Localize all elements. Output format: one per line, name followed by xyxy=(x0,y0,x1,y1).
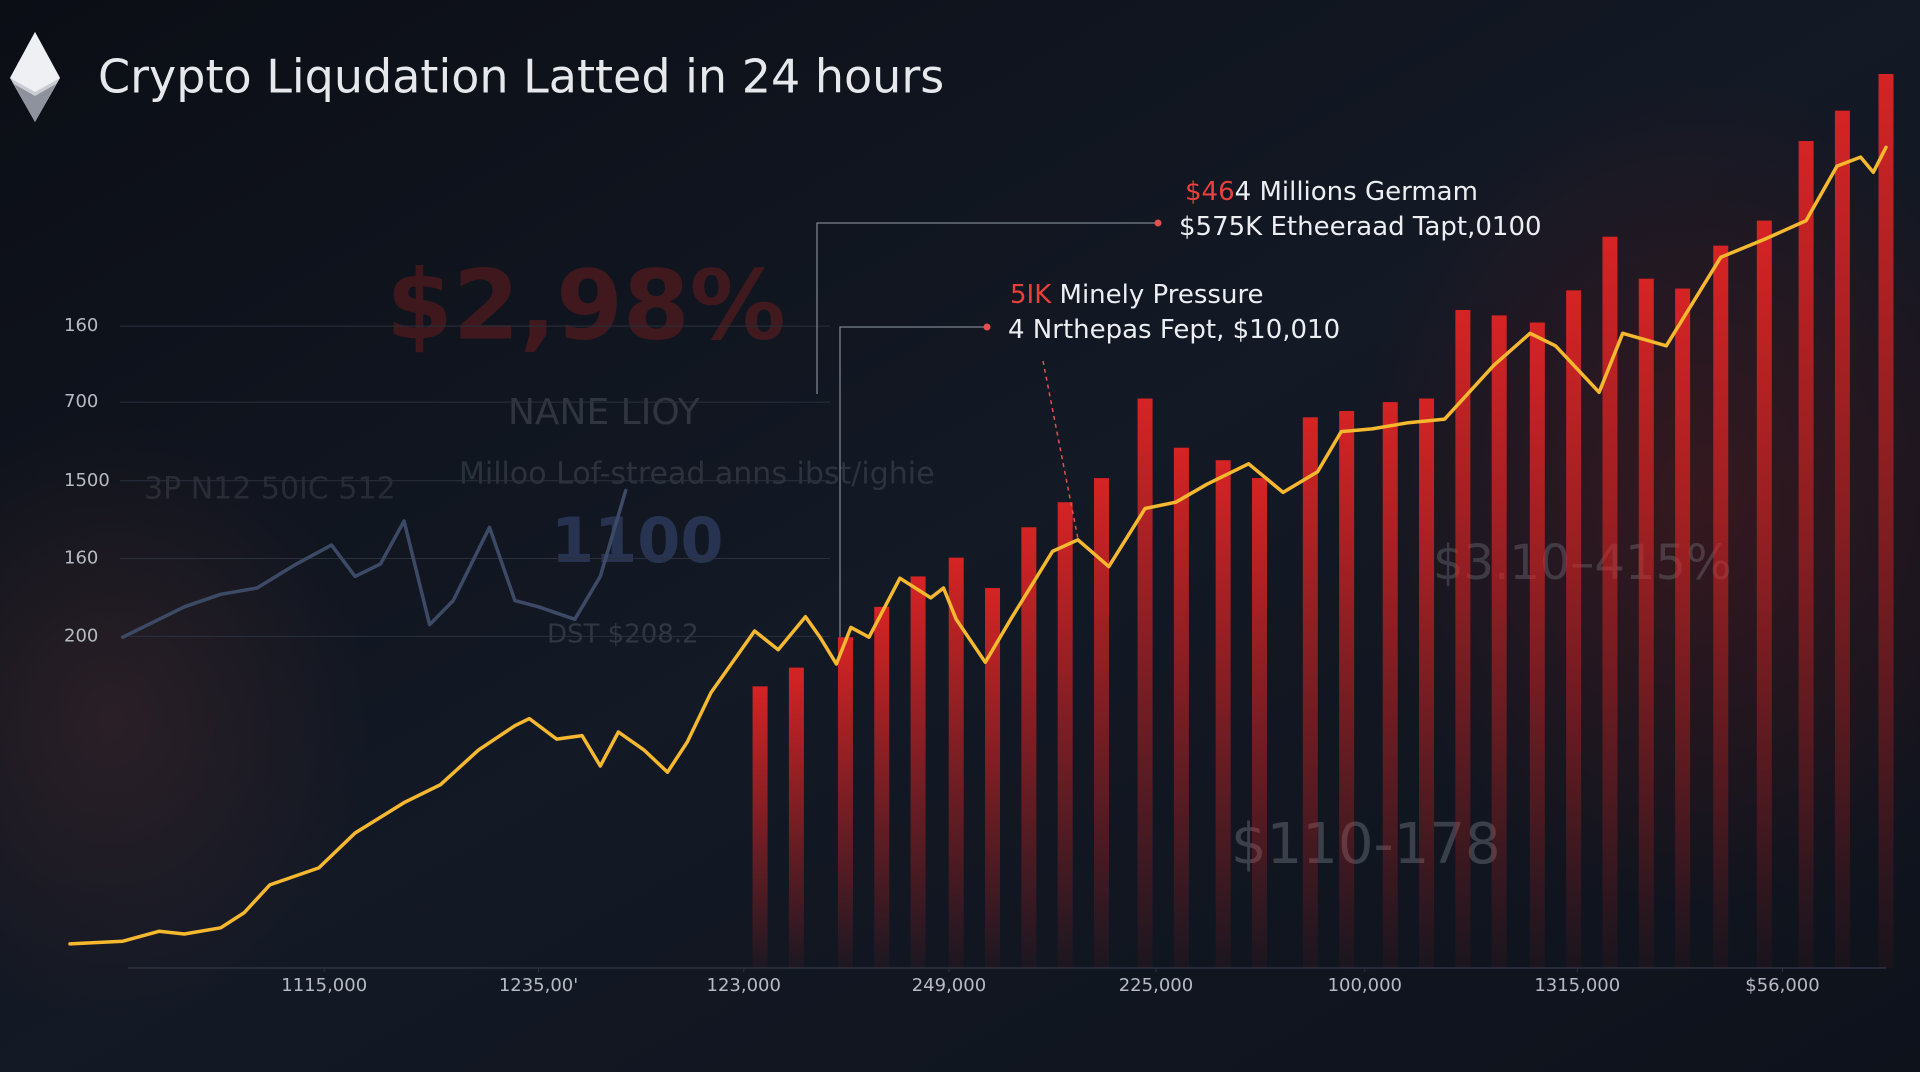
chart-title: Crypto Liqudation Latted in 24 hours xyxy=(98,50,944,104)
annotations: $464 Millions Germam $575K Etheeraad Tapt… xyxy=(1008,177,1542,345)
bar xyxy=(1382,402,1398,968)
bar xyxy=(1491,315,1507,968)
annotation: $464 Millions Germam xyxy=(1185,177,1478,207)
y-tick-label: 160 xyxy=(64,548,98,569)
x-tick-label: 1235,00' xyxy=(499,975,578,996)
y-tick-label: 200 xyxy=(64,625,98,646)
bar xyxy=(1251,478,1267,968)
x-tick-label: 225,000 xyxy=(1119,975,1193,996)
annotation-highlight: 5IK xyxy=(1010,280,1052,310)
bar xyxy=(1834,110,1850,969)
bar xyxy=(1566,290,1582,968)
watermark-text: 3P N12 50IC 512 xyxy=(144,472,396,507)
annotation: $575K Etheeraad Tapt,0100 xyxy=(1179,212,1542,242)
line xyxy=(68,145,1888,946)
bar xyxy=(1756,220,1772,969)
bar xyxy=(1057,502,1073,968)
bar xyxy=(788,667,804,968)
annotation-text: 4 Millions Germam xyxy=(1235,177,1478,207)
y-tick-label: 700 xyxy=(64,391,98,412)
x-tick-label: 100,000 xyxy=(1328,975,1402,996)
line xyxy=(120,488,628,639)
bar xyxy=(1675,288,1691,968)
bar xyxy=(874,606,890,968)
bar xyxy=(1878,74,1894,968)
bar xyxy=(1093,478,1109,968)
annotation-text: 4 Nrthepas Fept, $10,010 xyxy=(1008,315,1340,345)
bar xyxy=(1529,322,1545,969)
bar xyxy=(1302,417,1318,968)
annotation-highlight: $46 xyxy=(1185,177,1235,207)
watermark-text: 1100 xyxy=(551,504,724,577)
bar xyxy=(948,557,964,968)
watermark-text: $2,98% xyxy=(386,249,786,361)
bar xyxy=(1021,527,1037,968)
bar xyxy=(752,686,768,968)
bar xyxy=(1137,398,1153,969)
bar xyxy=(910,576,926,968)
y-tick-label: 1500 xyxy=(64,470,110,491)
annotation: 4 Nrthepas Fept, $10,010 xyxy=(1008,315,1340,345)
annotation-text: Minely Pressure xyxy=(1051,280,1263,310)
bar xyxy=(985,588,1001,968)
bar xyxy=(1798,141,1814,969)
annotation-text: $575K Etheeraad Tapt,0100 xyxy=(1179,212,1542,242)
x-tick-label: 1115,000 xyxy=(281,975,367,996)
bar xyxy=(1173,447,1189,968)
plot-area: 160 700 1500 160 200 1115,000 1235,00' 123,000 2… xyxy=(64,74,1894,996)
annotation-connector xyxy=(816,222,1157,394)
bar xyxy=(837,637,853,968)
watermark-text: DST $208.2 xyxy=(547,620,699,650)
logo xyxy=(10,32,60,122)
bar xyxy=(1455,310,1471,968)
annotation-dot xyxy=(1154,219,1162,227)
y-tick-label: 160 xyxy=(64,315,98,336)
annotation-pointer xyxy=(1042,360,1079,540)
bar xyxy=(1713,245,1729,968)
bar xyxy=(1339,411,1355,969)
annotation: 5IK Minely Pressure xyxy=(1010,280,1264,310)
x-tick-label: 1315,000 xyxy=(1534,975,1620,996)
bar xyxy=(1419,398,1435,969)
bar xyxy=(1215,460,1231,968)
bar xyxy=(1638,278,1654,968)
x-tick-label: $56,000 xyxy=(1745,975,1819,996)
background-glow xyxy=(0,420,370,1020)
x-tick-label: 123,000 xyxy=(707,975,781,996)
watermark-text: NANE LIOY xyxy=(508,392,701,433)
annotation-connector xyxy=(839,326,986,637)
x-tick-label: 249,000 xyxy=(912,975,986,996)
annotation-dot xyxy=(983,323,991,331)
watermark-text: Milloo Lof-stread anns ibst/ighie xyxy=(459,457,935,492)
bar xyxy=(1602,236,1618,968)
